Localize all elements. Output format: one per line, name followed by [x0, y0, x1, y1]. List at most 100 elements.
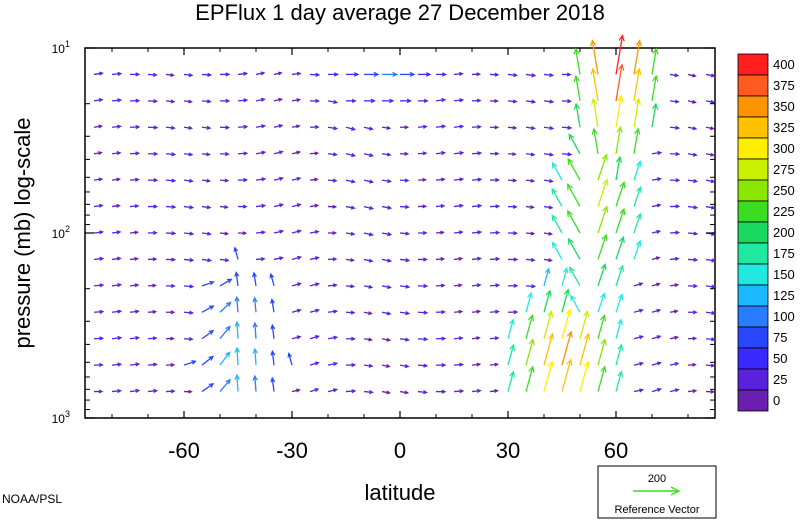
- flux-vector: [165, 99, 176, 104]
- flux-vector: [687, 231, 699, 236]
- flux-vector: [651, 308, 662, 313]
- flux-vector: [183, 152, 194, 157]
- flux-vector: [705, 337, 716, 342]
- flux-vector: [669, 151, 681, 157]
- flux-vector: [525, 73, 537, 78]
- flux-vector: [507, 178, 518, 183]
- flux-vector: [435, 150, 447, 156]
- flux-vector: [471, 362, 482, 367]
- flux-vector: [543, 332, 555, 366]
- flux-vector: [309, 151, 320, 156]
- flux-vector: [291, 335, 302, 340]
- flux-vector: [93, 256, 105, 261]
- flux-vector: [615, 34, 625, 75]
- flux-vector: [561, 99, 573, 104]
- flux-vector: [273, 97, 283, 102]
- y-tick-label: 101: [52, 39, 70, 56]
- flux-vector: [543, 310, 554, 339]
- flux-vector: [489, 362, 500, 367]
- flux-vector: [561, 125, 573, 130]
- flux-vector: [687, 362, 697, 367]
- flux-vector: [436, 72, 448, 77]
- flux-vector: [615, 125, 623, 154]
- flux-vector: [233, 246, 239, 260]
- flux-vector: [633, 335, 645, 340]
- flux-vector: [435, 177, 446, 182]
- flux-vector: [669, 204, 681, 209]
- flux-vector: [525, 338, 535, 366]
- flux-vector: [507, 370, 516, 392]
- flux-vector: [252, 374, 258, 392]
- flux-vector: [93, 124, 104, 129]
- flux-vector: [687, 99, 697, 104]
- flux-vector: [543, 360, 554, 392]
- flux-vector: [453, 362, 465, 367]
- flux-vector: [597, 205, 609, 234]
- flux-vector: [165, 152, 177, 157]
- flux-vector: [147, 283, 157, 288]
- flux-vector: [687, 336, 698, 341]
- flux-vector: [418, 98, 429, 104]
- flux-vector: [129, 335, 141, 341]
- flux-vector: [669, 99, 680, 104]
- flux-vector: [489, 177, 501, 183]
- flux-vector: [219, 325, 231, 340]
- flux-vector: [252, 321, 258, 339]
- flux-vector: [489, 230, 501, 235]
- flux-vector: [399, 363, 410, 369]
- flux-vector: [291, 229, 302, 234]
- flux-vector: [93, 151, 103, 155]
- flux-vector: [489, 336, 500, 341]
- flux-vector: [270, 376, 276, 392]
- flux-vector: [435, 257, 446, 262]
- flux-vector: [201, 280, 215, 287]
- flux-vector: [561, 330, 573, 366]
- flux-vector: [147, 125, 159, 130]
- flux-vector: [705, 126, 715, 131]
- flux-vector: [669, 283, 680, 288]
- flux-vector: [489, 151, 500, 156]
- flux-vector: [399, 125, 410, 130]
- flux-vector: [234, 373, 240, 392]
- flux-vector: [93, 177, 104, 182]
- flux-vector: [219, 351, 231, 366]
- flux-vector: [237, 151, 249, 156]
- flux-vector: [597, 314, 607, 339]
- flux-vector: [651, 361, 662, 366]
- flux-vector: [183, 310, 195, 315]
- flux-vector: [471, 336, 481, 341]
- flux-vector: [651, 387, 662, 393]
- flux-vector: [615, 235, 625, 260]
- flux-vector: [705, 205, 716, 210]
- flux-vector: [291, 203, 302, 208]
- flux-vector: [417, 177, 427, 182]
- flux-vector: [111, 309, 123, 314]
- x-tick-label: 60: [604, 438, 628, 463]
- flux-vector: [525, 125, 536, 131]
- flux-vector: [345, 231, 356, 236]
- flux-vector: [219, 378, 231, 392]
- flux-vector: [201, 205, 212, 210]
- flux-vector: [363, 232, 374, 237]
- flux-vector: [291, 150, 302, 155]
- flux-vector: [345, 153, 357, 158]
- flux-vector: [183, 178, 194, 183]
- flux-vector: [435, 283, 446, 288]
- flux-vector: [525, 284, 537, 289]
- flux-vector: [687, 126, 698, 131]
- flux-vector: [309, 125, 320, 130]
- chart-title: EPFlux 1 day average 27 December 2018: [195, 0, 605, 25]
- flux-vector: [573, 74, 581, 101]
- flux-vector: [309, 256, 320, 261]
- flux-vector: [183, 257, 195, 263]
- flux-vector: [273, 176, 285, 181]
- flux-vector: [597, 263, 607, 287]
- flux-vector: [382, 71, 399, 77]
- flux-vector: [543, 125, 555, 131]
- flux-vector: [489, 309, 500, 314]
- flux-vector: [567, 237, 581, 260]
- flux-vector: [471, 283, 482, 288]
- flux-vector: [309, 361, 320, 366]
- flux-vector: [111, 388, 123, 394]
- flux-vector: [183, 73, 194, 78]
